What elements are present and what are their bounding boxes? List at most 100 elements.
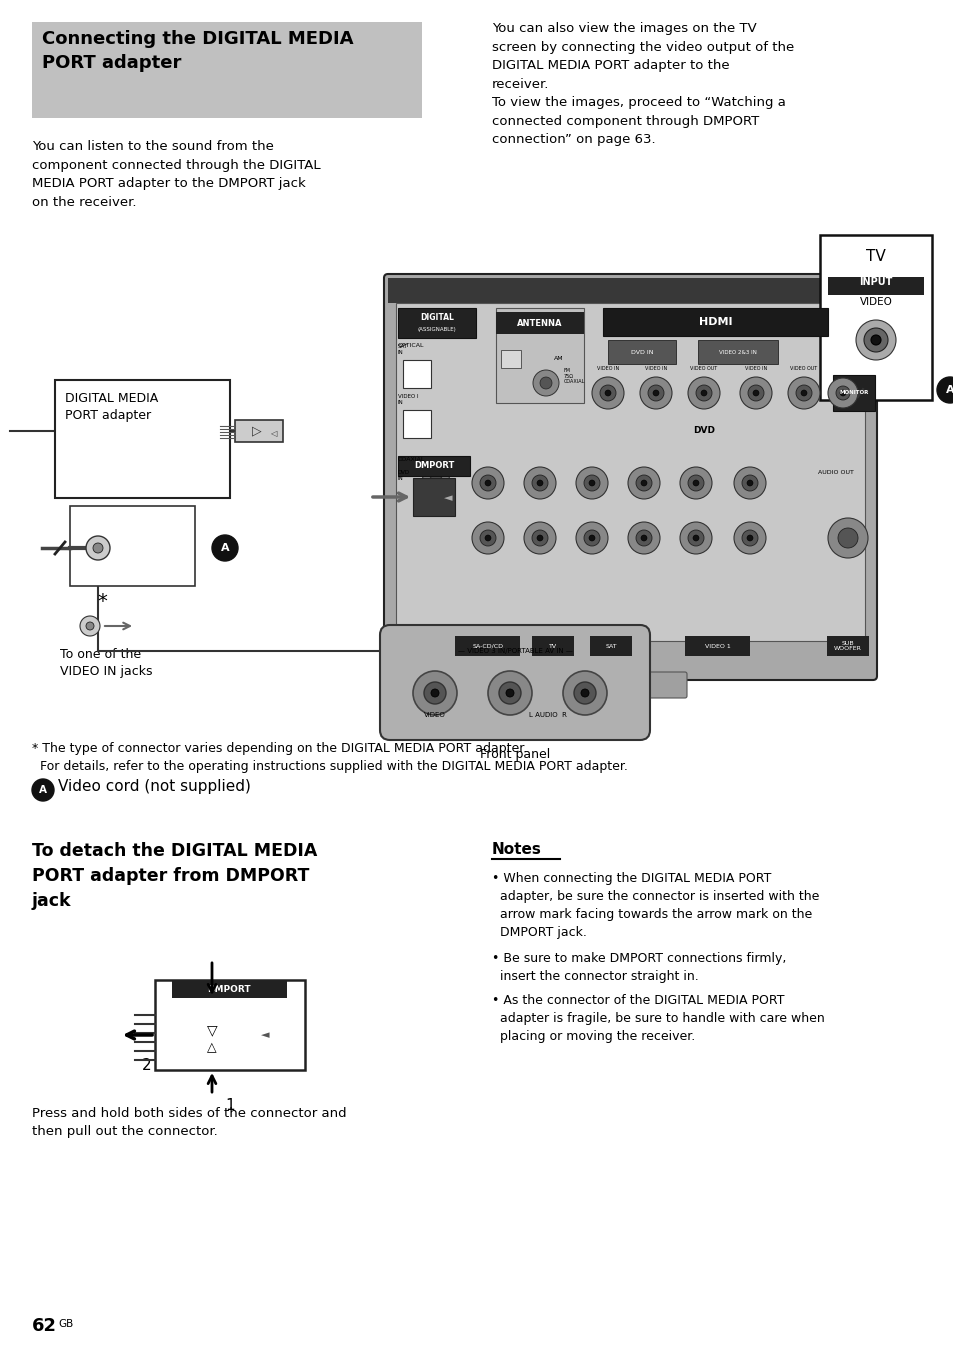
Text: MONITOR: MONITOR (839, 391, 868, 396)
Circle shape (583, 475, 599, 491)
Text: * The type of connector varies depending on the DIGITAL MEDIA PORT adapter.: * The type of connector varies depending… (32, 742, 527, 754)
Text: To detach the DIGITAL MEDIA
PORT adapter from DMPORT
jack: To detach the DIGITAL MEDIA PORT adapter… (32, 842, 317, 910)
Circle shape (583, 530, 599, 546)
Text: Notes: Notes (492, 842, 541, 857)
Circle shape (741, 475, 758, 491)
Circle shape (640, 535, 646, 541)
Text: — VIDEO 3 IN/PORTABLE AV IN —: — VIDEO 3 IN/PORTABLE AV IN — (457, 648, 572, 654)
Circle shape (733, 466, 765, 499)
Circle shape (604, 389, 610, 396)
Circle shape (533, 370, 558, 396)
Bar (70, 506, 194, 585)
Circle shape (433, 479, 438, 485)
Circle shape (795, 385, 811, 402)
Circle shape (752, 389, 759, 396)
Text: A: A (220, 544, 229, 553)
Circle shape (687, 530, 703, 546)
Circle shape (574, 681, 596, 704)
Circle shape (687, 377, 720, 410)
Text: ▷: ▷ (252, 425, 261, 438)
Text: DVD
IN: DVD IN (397, 470, 410, 481)
Circle shape (423, 681, 446, 704)
Circle shape (472, 466, 503, 499)
Text: △: △ (207, 1041, 216, 1055)
Text: VIDEO 1: VIDEO 1 (704, 644, 730, 649)
Circle shape (479, 475, 496, 491)
Text: VIDEO IN: VIDEO IN (644, 366, 666, 370)
Circle shape (870, 335, 880, 345)
Circle shape (696, 385, 711, 402)
Bar (397, 308, 476, 338)
Text: To one of the
VIDEO IN jacks: To one of the VIDEO IN jacks (60, 648, 152, 677)
Text: A: A (39, 786, 47, 795)
Circle shape (679, 522, 711, 554)
Text: VIDEO: VIDEO (859, 297, 891, 307)
Text: DMPORT: DMPORT (207, 984, 251, 994)
Text: ◁: ◁ (270, 430, 276, 438)
Text: ◄: ◄ (260, 1030, 269, 1040)
Text: VIDEO IN: VIDEO IN (744, 366, 766, 370)
Bar (154, 980, 305, 1069)
Circle shape (429, 475, 442, 489)
Text: • As the connector of the DIGITAL MEDIA PORT
  adapter is fragile, be sure to ha: • As the connector of the DIGITAL MEDIA … (492, 994, 824, 1042)
Circle shape (86, 535, 110, 560)
Bar (172, 980, 287, 998)
Circle shape (592, 377, 623, 410)
Text: HDMI: HDMI (698, 316, 732, 327)
Circle shape (855, 320, 895, 360)
Text: OPTICAL: OPTICAL (397, 343, 424, 347)
Text: DVD IN: DVD IN (630, 350, 653, 354)
Text: COAXIAL: COAXIAL (397, 457, 425, 462)
Text: TV: TV (548, 644, 557, 649)
Text: 62: 62 (32, 1317, 57, 1334)
Circle shape (537, 480, 542, 485)
Bar (832, 375, 874, 411)
Text: TV: TV (865, 249, 885, 264)
Bar (402, 360, 431, 388)
Circle shape (488, 671, 532, 715)
Text: DIGITAL MEDIA
PORT adapter: DIGITAL MEDIA PORT adapter (65, 392, 158, 422)
Circle shape (484, 480, 491, 485)
FancyBboxPatch shape (384, 274, 876, 680)
Circle shape (687, 475, 703, 491)
Circle shape (740, 377, 771, 410)
Circle shape (787, 377, 820, 410)
Circle shape (599, 385, 616, 402)
Circle shape (479, 530, 496, 546)
Text: You can listen to the sound from the
component connected through the DIGITAL
MED: You can listen to the sound from the com… (32, 141, 320, 208)
Circle shape (505, 690, 514, 698)
Circle shape (863, 329, 887, 352)
Circle shape (576, 522, 607, 554)
Text: Video cord (not supplied): Video cord (not supplied) (58, 779, 251, 794)
Circle shape (741, 530, 758, 546)
Text: Connecting the DIGITAL MEDIA
PORT adapter: Connecting the DIGITAL MEDIA PORT adapte… (42, 30, 354, 72)
Text: SAT: SAT (604, 644, 617, 649)
Circle shape (837, 529, 857, 548)
Bar (589, 635, 631, 656)
Bar (395, 303, 864, 641)
Circle shape (636, 475, 651, 491)
Bar (397, 456, 470, 476)
Circle shape (679, 466, 711, 499)
Text: AM: AM (554, 356, 563, 361)
FancyBboxPatch shape (573, 672, 686, 698)
Bar (55, 380, 230, 498)
Circle shape (747, 385, 763, 402)
Circle shape (498, 681, 520, 704)
Circle shape (537, 535, 542, 541)
Circle shape (827, 518, 867, 558)
Bar (820, 235, 931, 400)
Text: DMPORT: DMPORT (414, 461, 454, 470)
Circle shape (413, 671, 456, 715)
Circle shape (627, 522, 659, 554)
Text: 2: 2 (142, 1059, 152, 1073)
Circle shape (588, 535, 595, 541)
Circle shape (92, 544, 103, 553)
Bar (496, 312, 583, 334)
Text: *: * (97, 592, 108, 611)
Text: L AUDIO  R: L AUDIO R (529, 713, 566, 718)
Bar (496, 308, 583, 403)
Circle shape (627, 466, 659, 499)
Bar (234, 420, 283, 442)
Text: ANTENNA: ANTENNA (517, 319, 562, 327)
